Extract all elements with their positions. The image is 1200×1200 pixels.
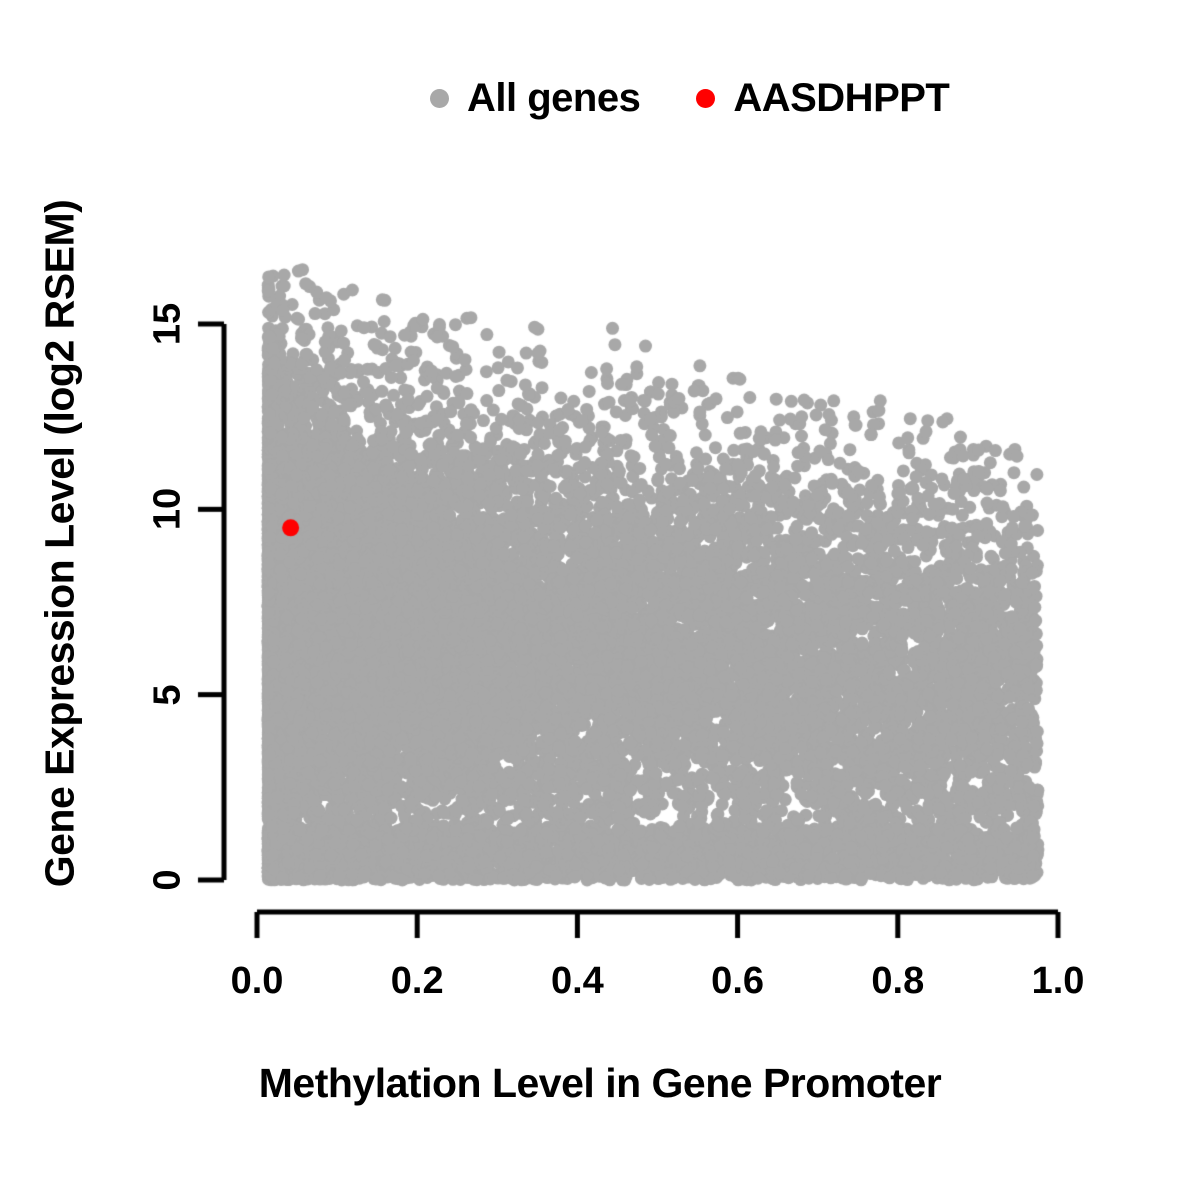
legend-item-all-genes: All genes (430, 76, 641, 120)
x-tick-label: 1.0 (1031, 960, 1085, 1002)
chart-legend: All genes AASDHPPT (430, 76, 950, 120)
legend-label-all-genes: All genes (467, 76, 641, 120)
legend-item-aasdhppt: AASDHPPT (696, 76, 950, 120)
y-tick-label: 0 (146, 869, 189, 891)
x-tick-label: 0.2 (390, 960, 444, 1002)
x-tick-label: 0.4 (550, 960, 604, 1002)
x-tick-label: 0.0 (230, 960, 284, 1002)
y-tick-label: 10 (146, 488, 189, 531)
y-tick-label: 5 (146, 684, 189, 706)
x-axis-title: Methylation Level in Gene Promoter (258, 1060, 942, 1106)
legend-label-aasdhppt: AASDHPPT (733, 76, 950, 120)
gray-dot-icon (430, 88, 449, 108)
red-dot-icon (696, 88, 716, 108)
y-axis-title-wrapper: Gene Expression Level (log2 RSEM) (37, 0, 84, 1144)
y-tick-label: 15 (146, 302, 189, 346)
y-axis-title: Gene Expression Level (log2 RSEM) (36, 199, 83, 888)
x-tick-label: 0.8 (871, 960, 925, 1002)
x-tick-label: 0.6 (711, 960, 765, 1002)
